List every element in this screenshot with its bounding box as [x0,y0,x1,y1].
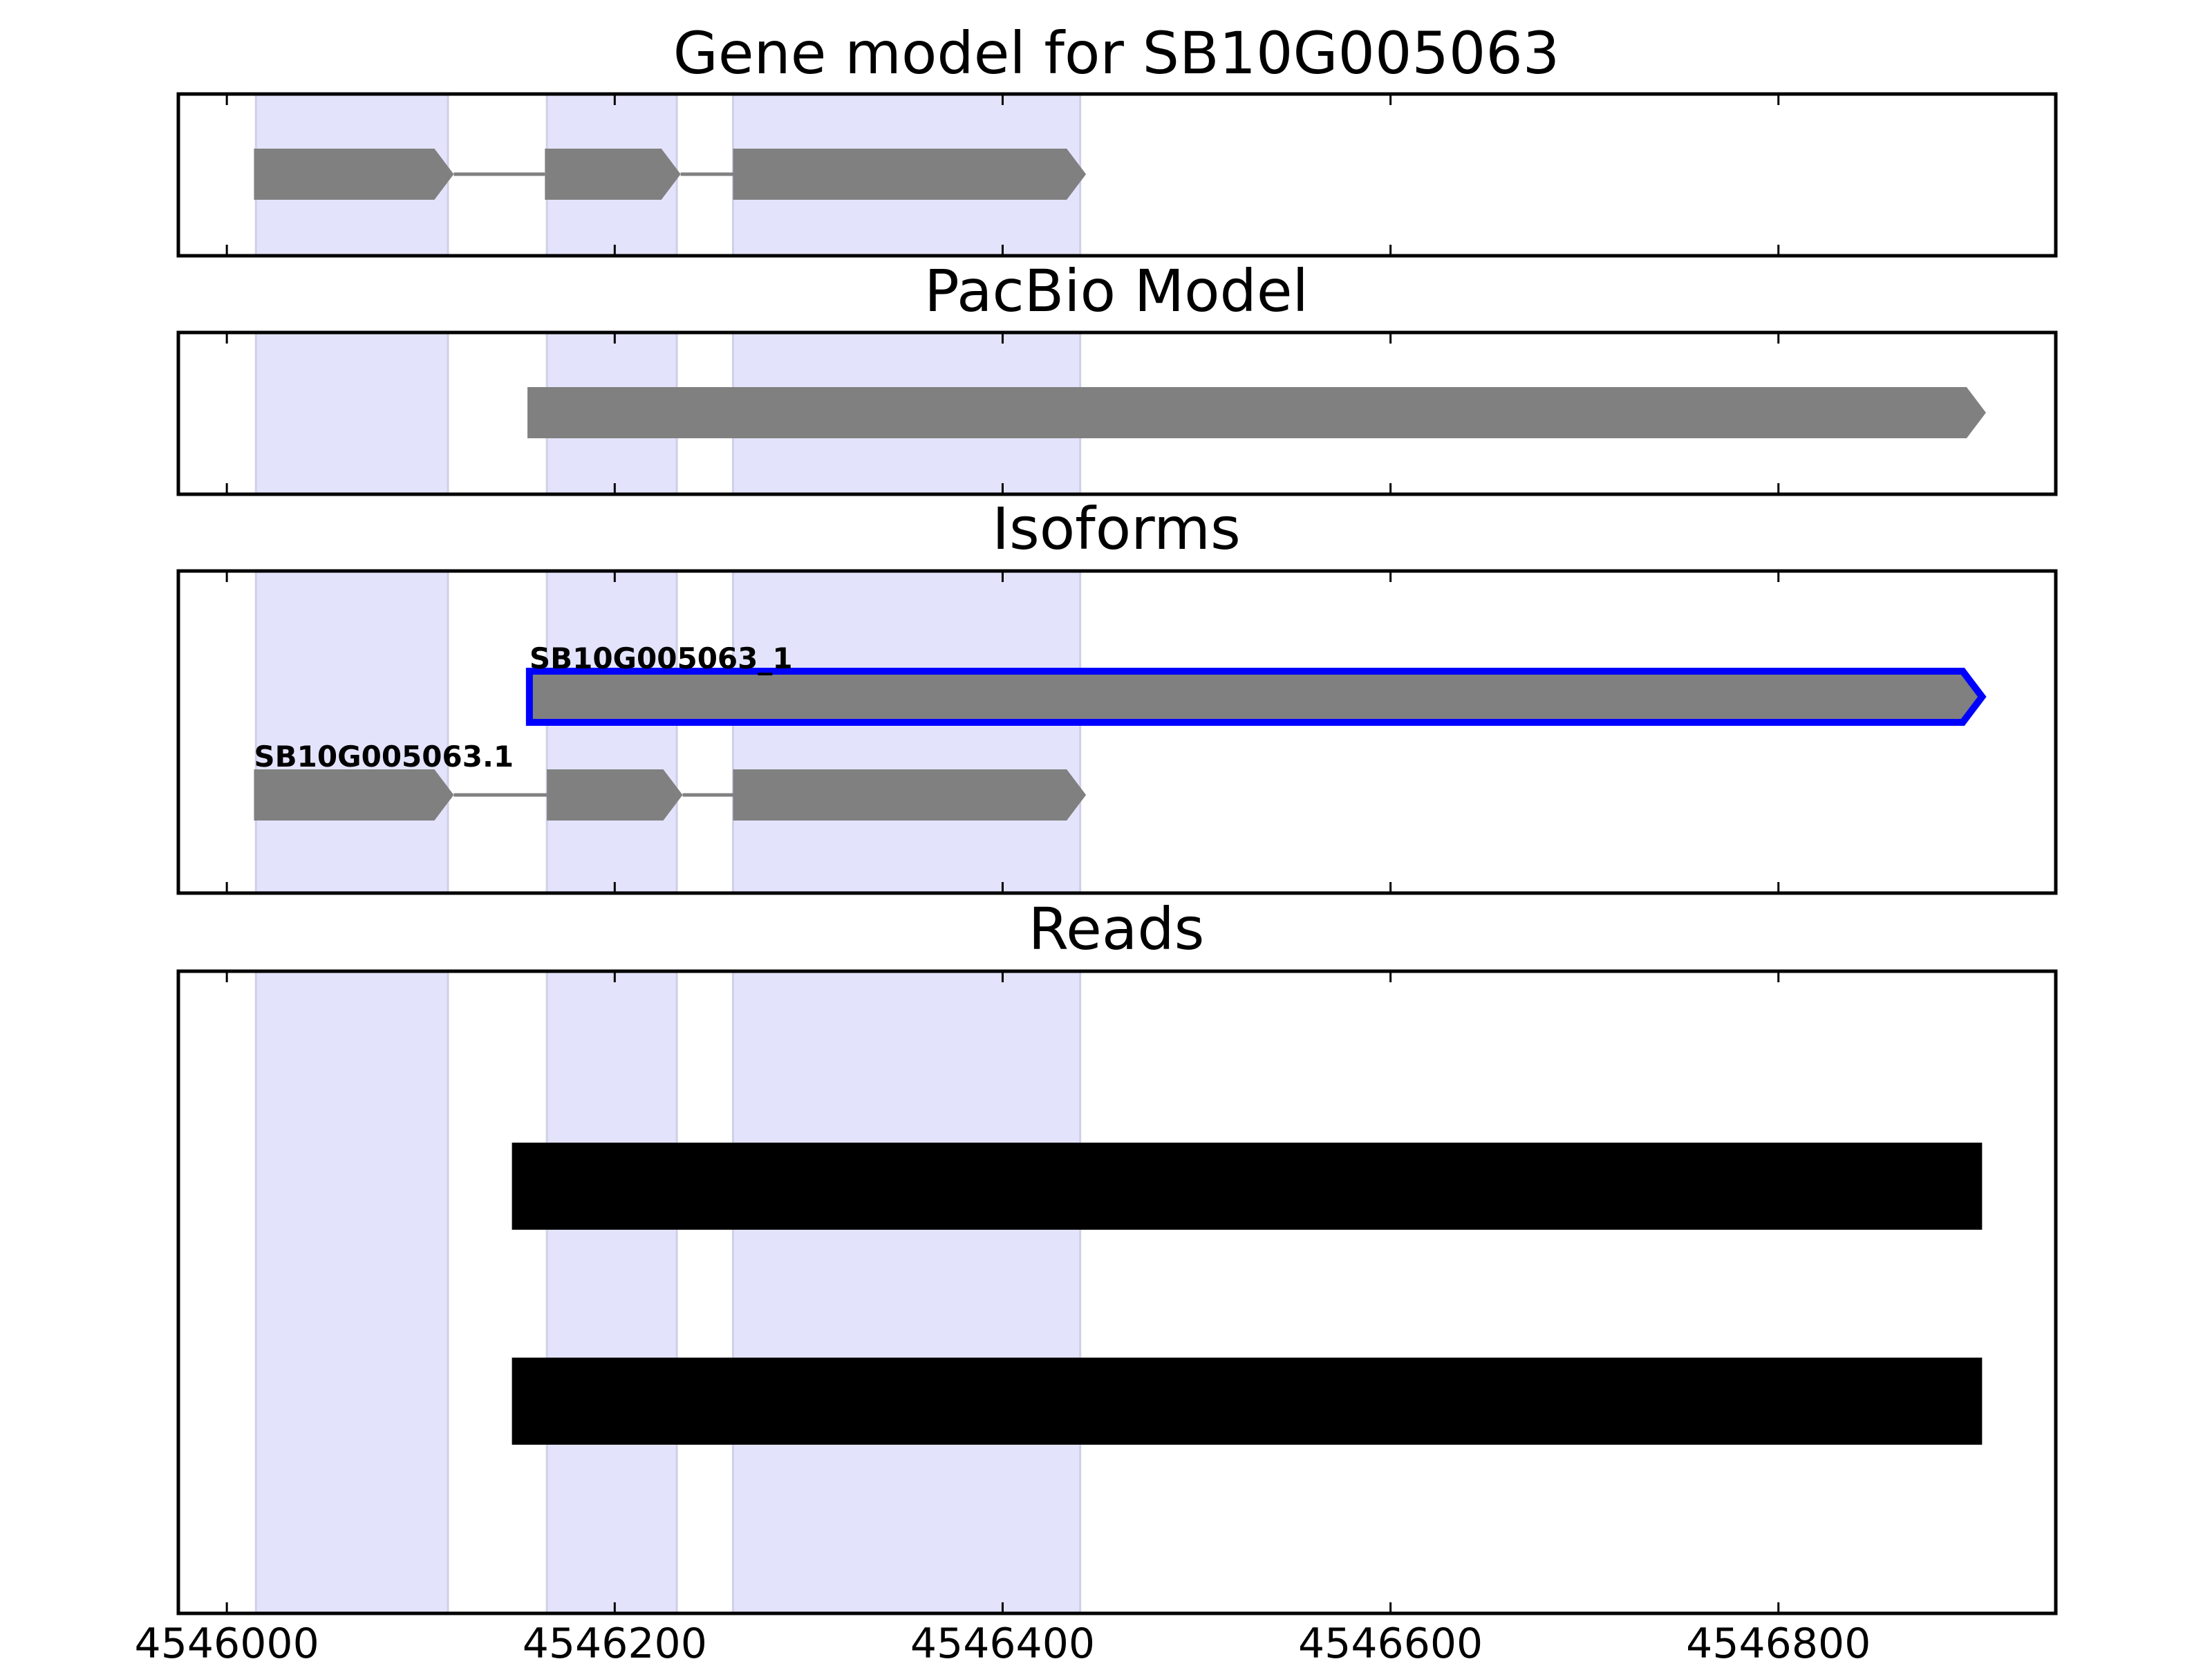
isoform-label: SB10G005063_1 [529,641,793,675]
exon-highlight-band [254,331,449,496]
feature-layer [512,1143,1983,1445]
panel-title-pacbio-model: PacBio Model [924,257,1309,325]
x-tick-label: 4546400 [910,1620,1095,1659]
panel-title-gene-model: Gene model for SB10G005063 [673,19,1559,87]
tick-layer [225,332,1780,494]
isoform-label: SB10G005063.1 [254,740,514,774]
exon-block [733,769,1087,821]
exon-highlight-layer [254,970,1082,1615]
x-axis-tick-labels: 4546000 4546200 4546400 4546600 4546800 [135,1620,1871,1659]
exon-block [525,668,1987,726]
panel-pacbio-model [176,330,2058,496]
x-tick-label: 4546200 [523,1620,707,1659]
tick-layer [225,571,1780,893]
exon-highlight-band [731,970,1082,1615]
panel-gene-model [176,92,2058,258]
read-bar [512,1143,1983,1230]
feature-layer [254,149,1087,200]
feature-layer [527,387,1986,438]
exon-block [527,387,1986,438]
exon-highlight-band [545,570,678,894]
exon-block [254,769,454,821]
exon-highlight-band [545,970,678,1615]
panel-isoforms: SB10G005063_1 SB10G005063.1 [176,569,2058,895]
panel-frame [176,969,2058,1615]
exon-highlight-band [254,970,449,1615]
panel-frame [176,92,2058,258]
x-tick-label: 4546000 [135,1620,319,1659]
exon-block [733,149,1087,200]
panel-title-isoforms: Isoforms [992,495,1241,563]
exon-block [545,149,681,200]
panel-reads [176,969,2058,1615]
exon-block [547,769,683,821]
tick-layer [225,971,1780,1613]
exon-highlight-band [254,570,449,894]
exon-block [254,149,454,200]
tick-layer [225,94,1780,256]
exon-highlight-band [731,570,1082,894]
panel-frame [176,330,2058,496]
exon-highlight-layer [254,570,1082,894]
x-tick-label: 4546800 [1686,1620,1871,1659]
panel-title-reads: Reads [1029,895,1205,963]
feature-layer: SB10G005063_1 SB10G005063.1 [254,641,1987,821]
panel-frame [176,569,2058,895]
x-tick-label: 4546600 [1298,1620,1483,1659]
read-bar [512,1358,1983,1445]
